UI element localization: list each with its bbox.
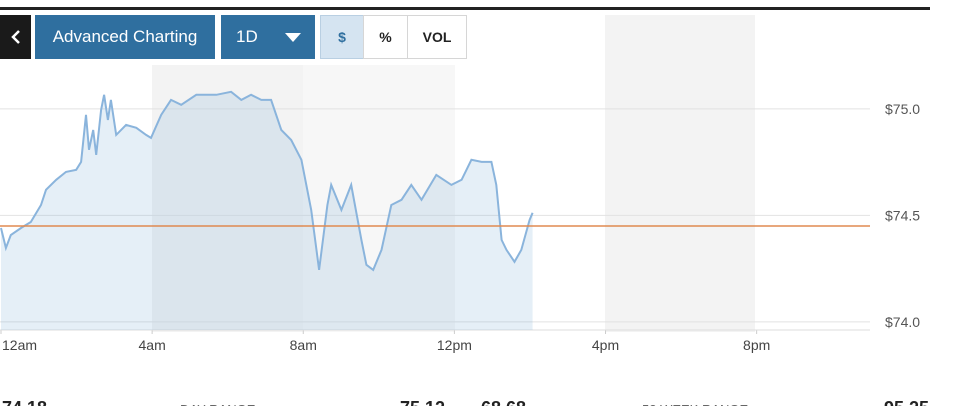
stat-text: 74.18 (2, 398, 47, 406)
band (605, 15, 755, 332)
y-tick-label: $74.0 (885, 314, 920, 330)
stat-text: 75.12 (400, 398, 445, 406)
dropdown-arrow (285, 33, 301, 42)
toggle-label: VOL (422, 29, 452, 45)
price-area (1, 91, 533, 330)
y-tick-label: $74.5 (885, 207, 920, 223)
range-dropdown[interactable]: 1D (221, 15, 315, 59)
band (152, 65, 303, 332)
x-tick-label: 8pm (743, 337, 770, 353)
top-rule (0, 7, 930, 10)
y-tick-label: $75.0 (885, 101, 920, 117)
volume-toggle[interactable]: VOL (407, 15, 467, 59)
stat-text: 68.68 (481, 398, 526, 406)
x-tick-label: 4pm (592, 337, 619, 353)
stat-text: 52 WEEK RANGE (642, 402, 749, 406)
button-label: Advanced Charting (52, 27, 198, 46)
x-tick-label: 12am (2, 337, 37, 353)
toggle-label: $ (338, 29, 346, 45)
stat-text: 95.25 (884, 398, 929, 406)
price-line (0, 90, 534, 272)
x-tick-label: 8am (290, 337, 317, 353)
stat-text: DAY RANGE (180, 402, 256, 406)
range-label: 1D (236, 27, 258, 46)
back-icon (10, 30, 20, 44)
back-button[interactable] (0, 15, 31, 59)
x-tick-label: 12pm (437, 337, 472, 353)
toggle-label: % (379, 29, 392, 45)
stat-text: — (455, 398, 473, 406)
advanced-charting-button[interactable]: Advanced Charting (35, 15, 215, 59)
x-tick-label: 4am (139, 337, 166, 353)
